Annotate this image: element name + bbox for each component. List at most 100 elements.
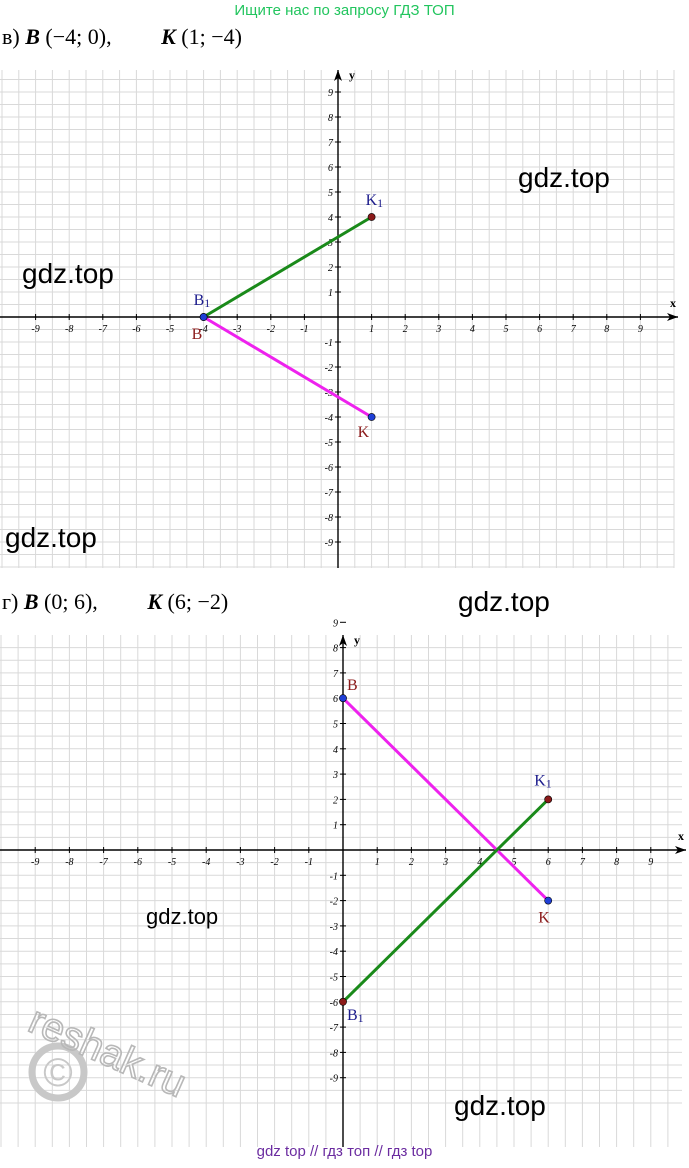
y-tick-label: -3	[325, 388, 333, 399]
y-tick-label: -9	[325, 538, 333, 549]
x-tick-label: 8	[614, 857, 619, 868]
y-tick-label: 6	[328, 163, 333, 174]
y-tick-label: 9	[328, 88, 333, 99]
x-axis-label: x	[678, 829, 684, 843]
x-tick-label: -9	[31, 857, 39, 868]
point-k-coords: (1; −4)	[181, 24, 242, 49]
x-axis-arrow	[667, 313, 678, 321]
y-axis-arrow	[334, 70, 342, 81]
y-tick-label: 1	[333, 821, 338, 832]
x-tick-label: -2	[270, 857, 278, 868]
point-k-label: K	[538, 910, 550, 927]
y-tick-label: -5	[325, 438, 333, 449]
point-b1-dot	[199, 313, 208, 321]
x-tick-label: -7	[99, 857, 108, 868]
y-tick-label: -1	[330, 871, 338, 882]
watermark: gdz.top	[518, 162, 610, 193]
x-tick-label: 7	[571, 324, 577, 335]
y-tick-label: 6	[333, 694, 338, 705]
point-k-label: K	[147, 589, 162, 614]
y-tick-label: 8	[328, 113, 333, 124]
point-b1-label: B1	[347, 1007, 364, 1025]
x-tick-label: -9	[31, 324, 39, 335]
x-tick-label: 1	[375, 857, 380, 868]
x-tick-label: 1	[369, 324, 374, 335]
point-k-label: K	[161, 24, 176, 49]
y-tick-label: -7	[325, 488, 334, 499]
y-tick-label: 3	[332, 770, 338, 781]
y-tick-label: 9	[333, 618, 338, 629]
segment-b1k1	[341, 797, 550, 1004]
y-axis-arrow	[339, 635, 347, 646]
x-tick-label: -1	[305, 857, 313, 868]
y-tick-label: 2	[328, 263, 333, 274]
point-b-label: B	[347, 677, 358, 694]
y-tick-label: -9	[330, 1074, 338, 1085]
x-tick-label: 5	[512, 857, 517, 868]
point-k1-dot	[544, 795, 553, 804]
point-b-dot	[339, 694, 347, 703]
y-tick-label: -8	[325, 513, 333, 524]
y-tick-label: 1	[328, 288, 333, 299]
point-k1-dot	[367, 213, 376, 221]
task-letter: г)	[2, 589, 19, 614]
point-b-coords: (0; 6),	[44, 589, 98, 614]
watermark: gdz.top	[146, 904, 219, 929]
x-tick-label: -6	[134, 857, 142, 868]
y-tick-label: -1	[325, 338, 333, 349]
point-k1-label: K1	[534, 772, 552, 790]
x-tick-label: 7	[580, 857, 586, 868]
y-tick-label: -5	[330, 973, 338, 984]
point-b-coords: (−4; 0),	[45, 24, 112, 49]
y-tick-label: -6	[330, 998, 338, 1009]
y-tick-label: -8	[330, 1048, 338, 1059]
point-b-label: B	[23, 589, 39, 614]
x-tick-label: -8	[65, 857, 73, 868]
y-tick-label: 5	[328, 188, 333, 199]
copyright-icon: ©	[43, 1051, 72, 1095]
top-banner: Ищите нас по запросу ГДЗ ТОП	[234, 2, 455, 19]
y-tick-label: 5	[333, 720, 338, 731]
point-b-label: B	[25, 24, 40, 49]
coordinate-plane-v: x y -9 -8 -7 -6 -5 -4 -3 -2 -1 1 2 3 4 5 6 7 8 9 -9 -8 -7 -6 -5 -…	[0, 68, 678, 568]
y-tick-label: -4	[330, 947, 338, 958]
x-tick-label: -5	[168, 857, 176, 868]
task-letter: в)	[2, 24, 20, 49]
x-axis-label: x	[670, 296, 676, 310]
point-b-label: B	[192, 326, 203, 343]
task-heading-g: г) B (0; 6), K (6; −2)	[2, 589, 228, 615]
y-tick-label: 2	[333, 795, 338, 806]
x-tick-label: 2	[409, 857, 414, 868]
point-k-coords: (6; −2)	[167, 589, 229, 614]
watermark: gdz.top	[458, 586, 550, 617]
x-tick-label: 5	[504, 324, 509, 335]
x-tick-label: 6	[537, 324, 542, 335]
x-tick-label: 4	[477, 857, 482, 868]
watermark: gdz.top	[454, 1090, 546, 1121]
x-tick-label: 3	[435, 324, 441, 335]
y-axis-label: y	[349, 68, 355, 82]
y-tick-label: -2	[325, 363, 333, 374]
x-tick-label: -3	[236, 857, 244, 868]
x-tick-label: 3	[442, 857, 448, 868]
y-tick-label: -2	[330, 897, 338, 908]
x-tick-label: 6	[546, 857, 551, 868]
y-axis-label: y	[354, 633, 360, 647]
segment-bk	[341, 696, 550, 903]
x-tick-label: -3	[233, 324, 241, 335]
y-tick-label: 4	[328, 213, 333, 224]
point-b1-dot	[339, 997, 347, 1006]
x-tick-label: -2	[267, 324, 275, 335]
y-tick-label: -3	[330, 922, 338, 933]
x-tick-label: 4	[470, 324, 475, 335]
x-tick-label: -6	[132, 324, 140, 335]
x-tick-label: -5	[166, 324, 174, 335]
y-tick-label: 7	[328, 138, 334, 149]
point-b1-label: B1	[194, 292, 211, 310]
task-heading-v: в) B (−4; 0), K (1; −4)	[2, 24, 242, 50]
x-tick-label: 2	[403, 324, 408, 335]
y-tick-label: -7	[330, 1023, 339, 1034]
point-k1-label: K1	[366, 192, 384, 210]
coordinate-plane-g: x y -9 -8 -7 -6 -5 -4 -3 -2 -1 1 2 3 4 5 6 7 8 9 -9 -8 -7 -6 -5 -…	[0, 618, 686, 1147]
y-tick-label: 7	[333, 669, 339, 680]
